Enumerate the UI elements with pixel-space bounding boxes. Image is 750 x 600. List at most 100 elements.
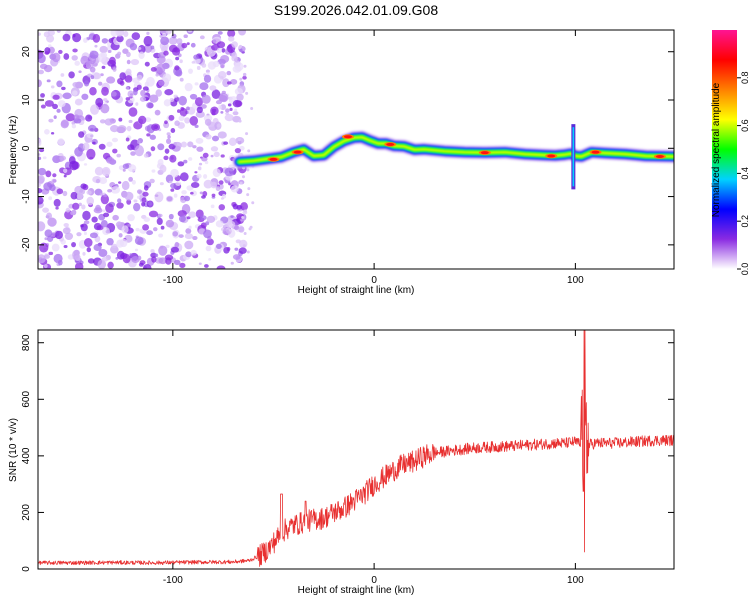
noise-speckle <box>136 74 143 81</box>
noise-speckle <box>220 154 225 158</box>
noise-speckle <box>56 80 63 88</box>
noise-speckle <box>170 128 176 134</box>
noise-speckle <box>157 143 165 151</box>
noise-speckle <box>205 221 210 226</box>
noise-speckle <box>234 247 239 251</box>
noise-speckle <box>220 197 224 200</box>
snr-y-tick-label: 400 <box>21 447 32 464</box>
noise-speckle <box>112 67 117 72</box>
noise-speckle <box>69 160 79 171</box>
noise-speckle <box>155 89 162 97</box>
noise-speckle <box>246 193 250 197</box>
noise-speckle <box>128 176 133 182</box>
noise-speckle <box>117 77 124 85</box>
noise-speckle <box>247 187 251 191</box>
noise-speckle <box>184 117 191 124</box>
noise-speckle <box>165 219 175 228</box>
noise-speckle <box>146 31 150 36</box>
noise-speckle <box>129 253 133 256</box>
noise-speckle <box>103 98 108 102</box>
noise-speckle <box>92 141 96 145</box>
noise-speckle <box>223 141 229 145</box>
noise-speckle <box>91 216 98 223</box>
noise-speckle <box>143 217 151 222</box>
noise-speckle <box>173 141 177 146</box>
noise-speckle <box>192 235 198 241</box>
noise-speckle <box>199 215 207 221</box>
noise-speckle <box>129 43 138 51</box>
noise-speckle <box>110 30 118 37</box>
noise-speckle <box>148 210 159 218</box>
noise-speckle <box>196 106 203 114</box>
noise-speckle <box>203 179 213 189</box>
noise-speckle <box>198 262 202 265</box>
noise-speckle <box>123 31 129 38</box>
noise-speckle <box>170 188 175 192</box>
noise-speckle <box>40 93 45 98</box>
noise-speckle <box>212 39 217 44</box>
noise-speckle <box>241 175 245 179</box>
noise-speckle <box>106 76 116 84</box>
noise-speckle <box>38 79 42 88</box>
noise-speckle <box>99 45 108 54</box>
noise-speckle <box>191 61 196 64</box>
noise-speckle <box>100 103 110 114</box>
snr-y-tick-label: 200 <box>21 504 32 521</box>
noise-speckle <box>116 35 124 43</box>
noise-speckle <box>219 63 225 69</box>
noise-speckle <box>233 224 240 231</box>
noise-speckle <box>115 221 123 228</box>
noise-speckle <box>163 155 169 161</box>
noise-speckle <box>221 48 226 53</box>
noise-speckle <box>178 115 185 122</box>
colorbar: 0.0 0.2 0.4 0.6 0.8 Normalized spectral ampl… <box>711 30 750 275</box>
noise-speckle <box>180 141 187 148</box>
noise-speckle <box>178 234 184 238</box>
noise-speckle <box>62 33 71 42</box>
noise-speckle <box>224 114 234 122</box>
ridge-hot-core <box>655 155 664 159</box>
noise-speckle <box>178 215 186 223</box>
noise-speckle <box>247 149 251 153</box>
noise-speckle <box>111 243 118 249</box>
noise-speckle <box>215 100 222 105</box>
noise-speckle <box>245 91 249 95</box>
noise-speckle <box>127 144 135 151</box>
noise-speckle <box>127 164 137 173</box>
noise-speckle <box>76 232 82 237</box>
noise-speckle <box>143 185 149 191</box>
noise-speckle <box>64 232 74 240</box>
noise-speckle <box>184 195 191 202</box>
noise-speckle <box>101 86 109 96</box>
noise-speckle <box>63 53 70 60</box>
noise-speckle <box>227 103 232 107</box>
noise-speckle <box>39 242 49 253</box>
noise-speckle <box>48 196 53 201</box>
noise-speckle <box>121 180 130 191</box>
noise-speckle <box>63 244 68 249</box>
noise-speckle <box>166 132 171 136</box>
noise-speckle <box>173 259 181 266</box>
noise-speckle <box>199 82 209 91</box>
noise-speckle <box>164 254 174 261</box>
noise-speckle <box>239 77 243 81</box>
noise-speckle <box>48 118 54 123</box>
noise-speckle <box>62 92 72 100</box>
noise-speckle <box>215 243 222 250</box>
snr-x-tick-label: 0 <box>371 575 377 586</box>
noise-speckle <box>183 34 188 39</box>
noise-speckle <box>236 93 244 101</box>
noise-speckle <box>74 147 83 157</box>
noise-speckle <box>38 196 44 205</box>
spectrogram-y-tick-label: 10 <box>21 94 32 106</box>
noise-speckle <box>251 201 255 205</box>
noise-speckle <box>159 182 164 186</box>
noise-speckle <box>138 115 147 125</box>
noise-speckle <box>110 125 119 133</box>
frequency-ridge <box>232 124 674 190</box>
noise-speckle <box>72 250 80 259</box>
noise-speckle <box>170 246 180 253</box>
noise-speckle <box>149 134 156 140</box>
noise-speckle <box>149 178 155 184</box>
noise-speckle <box>38 183 41 188</box>
